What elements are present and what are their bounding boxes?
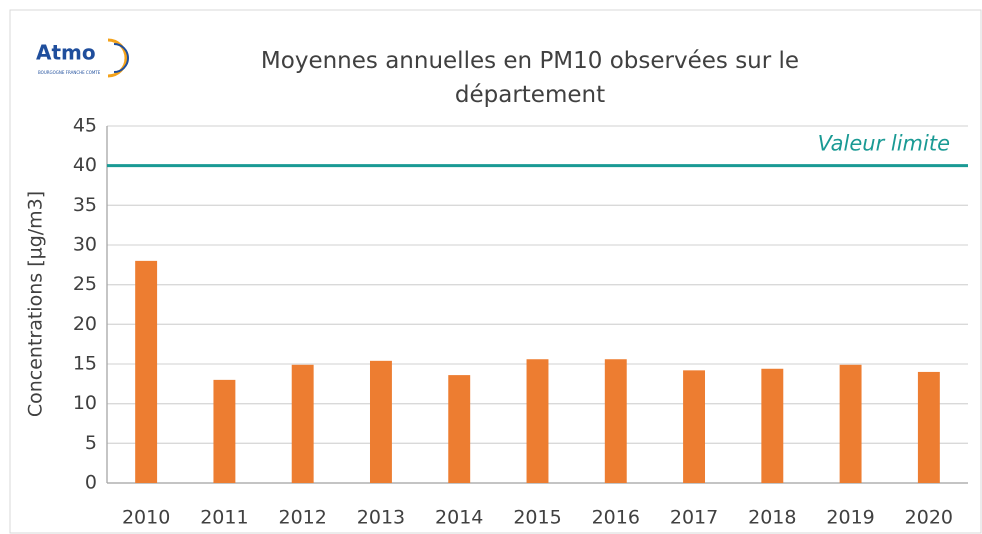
bar bbox=[448, 375, 471, 483]
y-tick-label: 40 bbox=[73, 154, 97, 176]
x-tick-label: 2010 bbox=[122, 507, 170, 529]
bar bbox=[135, 260, 158, 483]
x-tick-label: 2011 bbox=[200, 507, 248, 529]
y-tick-label: 30 bbox=[73, 234, 97, 256]
x-tick-label: 2012 bbox=[279, 507, 327, 529]
x-tick-label: 2018 bbox=[748, 507, 796, 529]
y-tick-label: 15 bbox=[73, 353, 97, 375]
x-tick-label: 2016 bbox=[592, 507, 640, 529]
y-axis-label: Concentrations [µg/m3] bbox=[25, 191, 47, 417]
bar bbox=[369, 360, 392, 483]
bar bbox=[604, 359, 627, 483]
x-tick-label: 2019 bbox=[826, 507, 874, 529]
bar bbox=[683, 370, 706, 483]
y-tick-label: 25 bbox=[73, 273, 97, 295]
chart-title: Moyennes annuelles en PM10 observées sur… bbox=[260, 48, 800, 108]
bar bbox=[291, 364, 314, 483]
logo-name: Atmo bbox=[36, 41, 96, 65]
logo-arc bbox=[107, 38, 128, 78]
y-tick-label: 35 bbox=[73, 194, 97, 216]
x-tick-label: 2013 bbox=[357, 507, 405, 529]
bar bbox=[761, 368, 784, 483]
y-tick-label: 10 bbox=[73, 392, 97, 414]
logo-subtitle: BOURGOGNE FRANCHE COMTE bbox=[38, 70, 101, 75]
y-tick-label: 20 bbox=[73, 313, 97, 335]
x-tick-label: 2017 bbox=[670, 507, 718, 529]
bar bbox=[839, 364, 862, 483]
bar bbox=[917, 371, 940, 483]
x-tick-label: 2014 bbox=[435, 507, 483, 529]
reference-label: Valeur limite bbox=[818, 132, 950, 156]
y-tick-label: 0 bbox=[85, 472, 97, 494]
y-tick-label: 5 bbox=[85, 432, 97, 454]
logo-arc bbox=[113, 43, 129, 73]
bar bbox=[526, 359, 549, 483]
y-tick-label: 45 bbox=[73, 115, 97, 137]
frame bbox=[9, 9, 982, 534]
bar bbox=[213, 379, 236, 483]
x-tick-label: 2020 bbox=[905, 507, 953, 529]
x-tick-label: 2015 bbox=[513, 507, 561, 529]
